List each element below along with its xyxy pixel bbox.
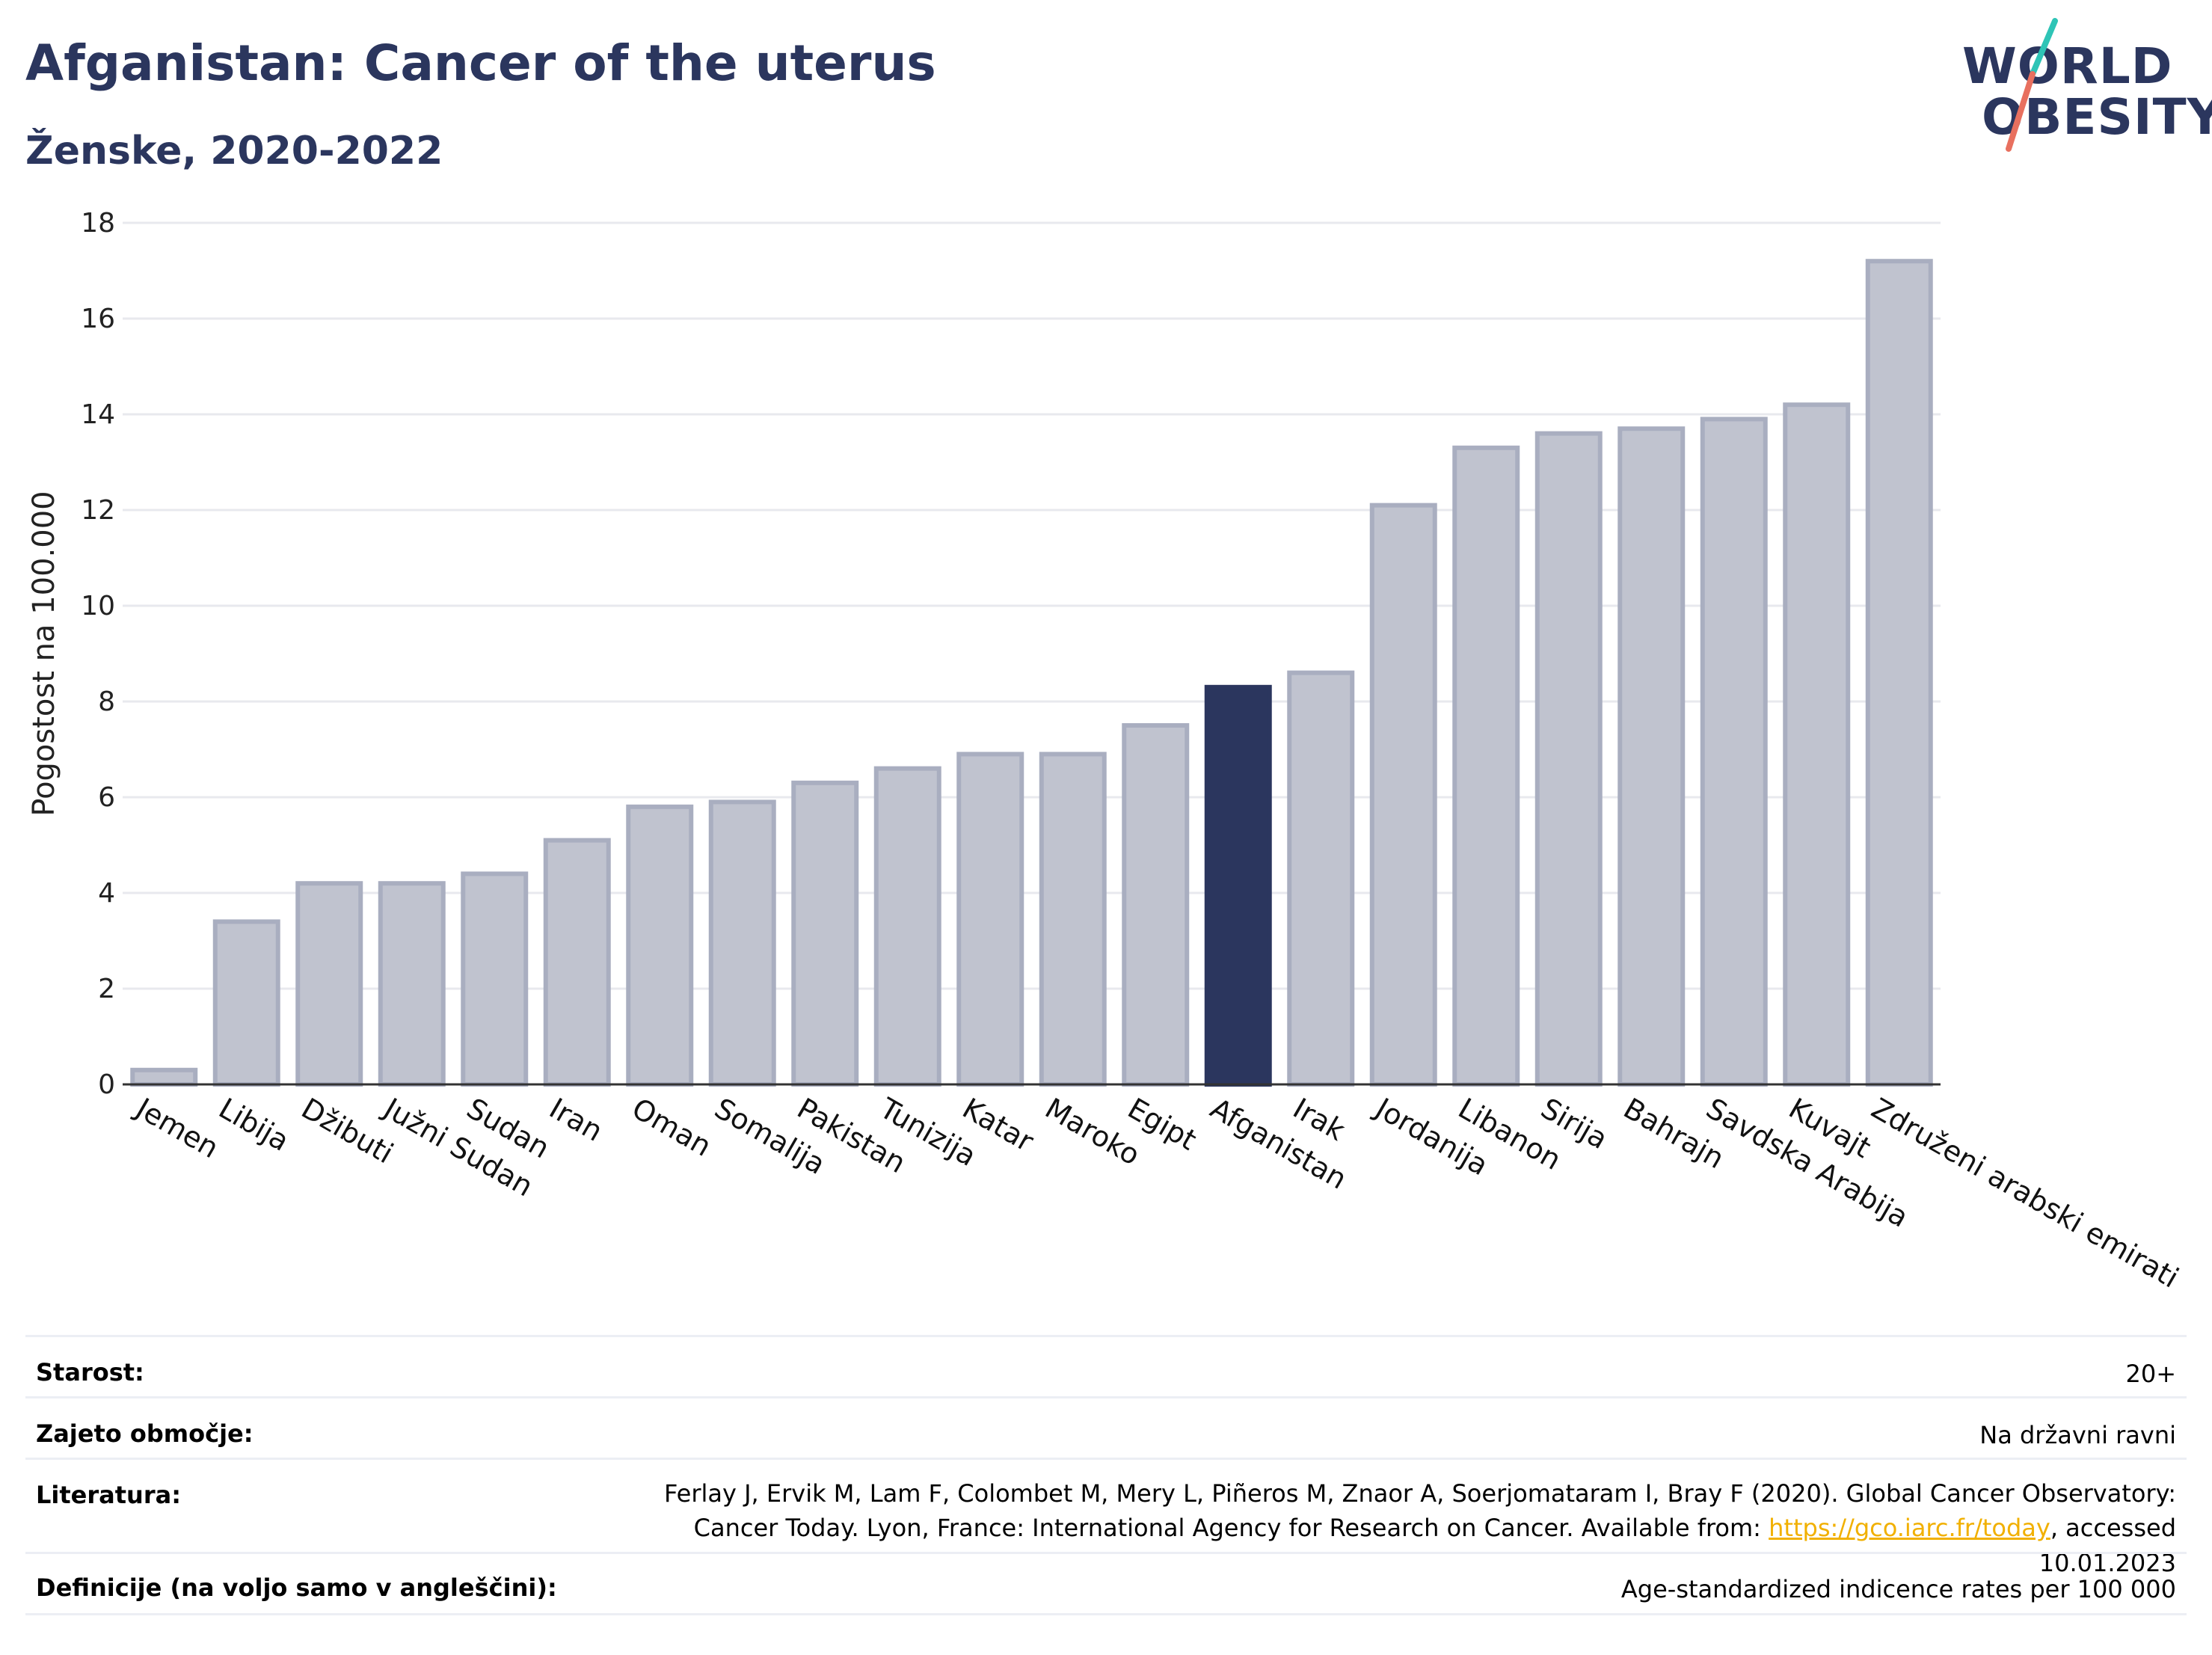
bar <box>1039 752 1107 1087</box>
bar <box>791 780 859 1087</box>
bar <box>956 752 1024 1087</box>
y-tick-label: 12 <box>81 495 115 526</box>
y-tick-label: 14 <box>81 399 115 430</box>
reference-text: Ferlay J, Ervik M, Lam F, Colombet M, Me… <box>664 1479 2176 1543</box>
meta-value: Na državni ravni <box>1979 1421 2176 1449</box>
meta-row-definitions: Definicije (na voljo samo v angleščini):… <box>25 1552 2187 1615</box>
bar <box>378 881 446 1087</box>
bar <box>1369 503 1437 1087</box>
y-tick-label: 2 <box>98 974 115 1004</box>
bar <box>1865 259 1933 1087</box>
y-tick-label: 10 <box>81 591 115 621</box>
meta-label: Zajeto območje: <box>36 1419 254 1448</box>
y-axis-label: Pogostost na 100.000 <box>27 491 61 816</box>
bar <box>626 804 694 1087</box>
meta-value: 20+ <box>2125 1360 2176 1388</box>
bar <box>1534 431 1603 1087</box>
reference-link[interactable]: https://gco.iarc.fr/today <box>1769 1514 2050 1543</box>
chart-title: Afganistan: Cancer of the uterus <box>25 34 936 92</box>
meta-row-age: Starost: 20+ <box>25 1335 2187 1398</box>
x-tick-label: Libija <box>213 1092 295 1158</box>
meta-row-literature: Literatura: Ferlay J, Ervik M, Lam F, Co… <box>25 1458 2187 1577</box>
y-tick-label: 6 <box>98 782 115 813</box>
x-tick-label: Oman <box>627 1092 717 1163</box>
bar-chart: 0 2 4 6 8 10 12 14 16 18 Pogostost na 100.000 Jemen… <box>27 208 2184 1295</box>
meta-bottom-rule <box>25 1613 2187 1615</box>
meta-row-coverage: Zajeto območje: Na državni ravni <box>25 1396 2187 1460</box>
x-tick-label: Združeni arabski emirati <box>1866 1092 2184 1295</box>
bar <box>130 1067 198 1087</box>
x-tick-label: Džibuti <box>296 1092 399 1170</box>
x-tick-label: Maroko <box>1039 1092 1146 1172</box>
meta-label: Definicije (na voljo samo v angleščini): <box>36 1573 557 1602</box>
meta-value-reference: Ferlay J, Ervik M, Lam F, Colombet M, Me… <box>598 1476 2176 1580</box>
bar <box>1122 723 1190 1087</box>
bar <box>461 871 529 1087</box>
bar <box>1783 402 1851 1087</box>
meta-label: Literatura: <box>36 1481 181 1509</box>
bar <box>1700 417 1768 1087</box>
y-tick-label: 4 <box>98 878 115 909</box>
bar <box>873 766 941 1087</box>
y-tick-label: 0 <box>98 1069 115 1100</box>
y-tick-label: 16 <box>81 304 115 334</box>
bar <box>212 919 280 1087</box>
bar <box>295 881 363 1087</box>
logo-line-1: WORLD <box>1962 37 2173 95</box>
bar <box>1204 684 1272 1087</box>
logo-slash-icon <box>2006 18 2058 152</box>
x-tick-label: Jemen <box>129 1091 224 1165</box>
x-tick-label: Iran <box>544 1092 608 1148</box>
y-tick-label: 8 <box>98 687 115 717</box>
world-obesity-logo: WORLD OBESITY <box>1952 18 2212 153</box>
chart-subtitle: Ženske, 2020-2022 <box>25 129 443 174</box>
meta-label: Starost: <box>36 1358 144 1387</box>
bar <box>1452 445 1520 1087</box>
meta-value: Age-standardized indicence rates per 100… <box>1620 1575 2176 1603</box>
bar <box>1287 670 1355 1087</box>
bar <box>1617 426 1686 1087</box>
bar <box>708 799 776 1087</box>
bar <box>543 838 611 1087</box>
y-tick-label: 18 <box>81 208 115 239</box>
